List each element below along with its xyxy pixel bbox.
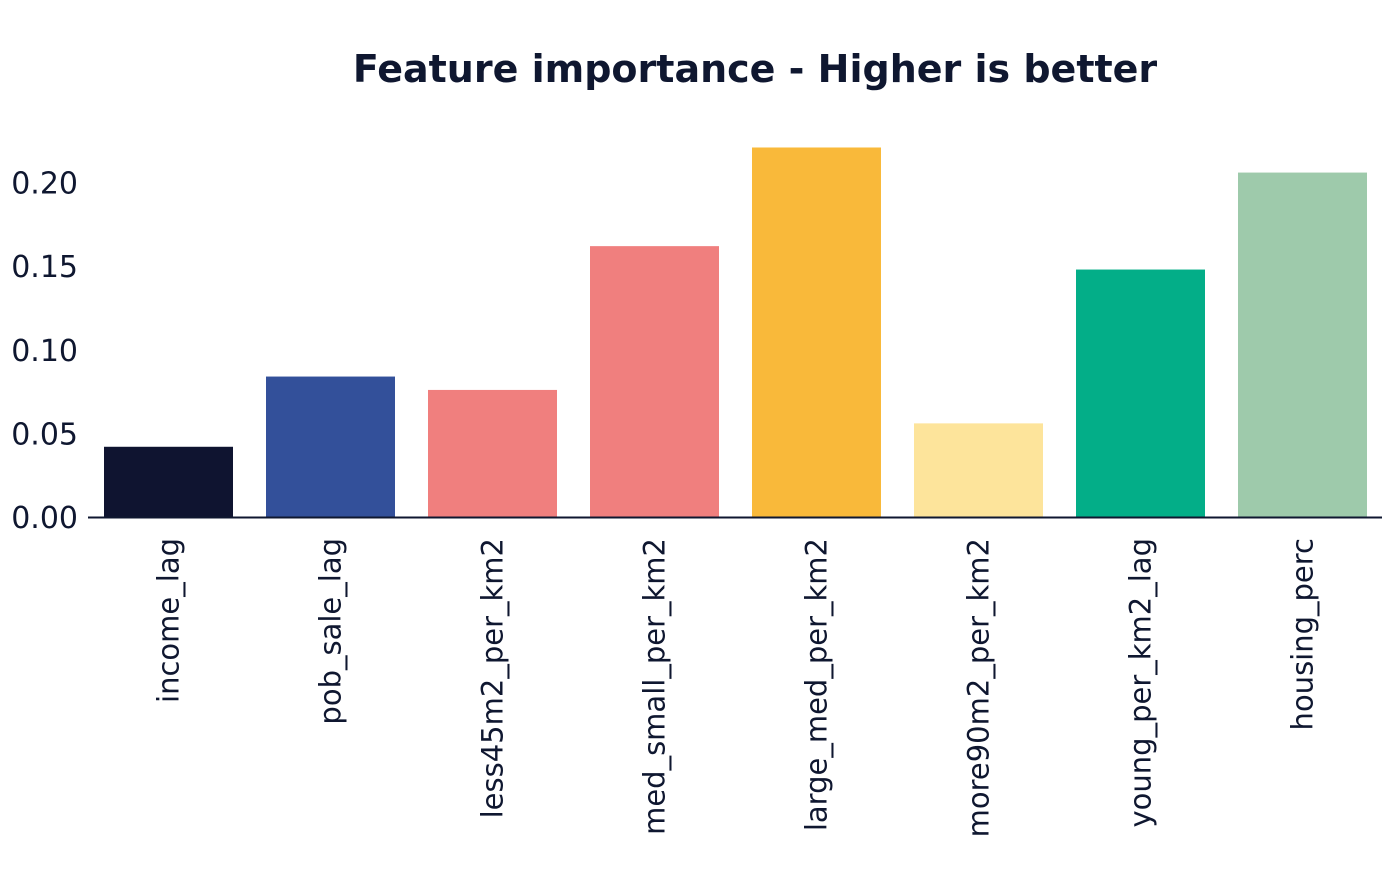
bar-young-per-km2-lag xyxy=(1076,269,1205,517)
x-category-label: med_small_per_km2 xyxy=(638,538,672,835)
y-tick-label: 0.20 xyxy=(11,167,78,202)
x-category-label: more90m2_per_km2 xyxy=(962,538,996,837)
bar-large-med-per-km2 xyxy=(752,147,881,517)
bar-income-lag xyxy=(104,446,233,517)
chart-title: Feature importance - Higher is better xyxy=(353,47,1158,91)
bar-med-small-per-km2 xyxy=(590,246,719,518)
x-category-label: housing_perc xyxy=(1286,538,1320,730)
x-category-label: young_per_km2_lag xyxy=(1124,538,1158,827)
x-category-label: less45m2_per_km2 xyxy=(476,538,510,818)
x-category-label: pob_sale_lag xyxy=(314,538,348,725)
y-tick-label: 0.05 xyxy=(11,417,78,452)
bars xyxy=(104,147,1367,518)
y-tick-label: 0.15 xyxy=(11,250,78,285)
bar-more90m2-per-km2 xyxy=(914,423,1043,517)
y-tick-label: 0.00 xyxy=(11,501,78,536)
x-axis-category-labels: income_lag pob_sale_lag less45m2_per_km2 me… xyxy=(152,538,1320,837)
bar-pob-sale-lag xyxy=(266,376,395,517)
y-tick-label: 0.10 xyxy=(11,334,78,369)
x-category-label: income_lag xyxy=(152,538,186,703)
bar-housing-perc xyxy=(1238,172,1367,517)
x-category-label: large_med_per_km2 xyxy=(800,538,834,831)
bar-less45m2-per-km2 xyxy=(428,389,557,517)
y-axis-ticks: 0.00 0.05 0.10 0.15 0.20 xyxy=(11,167,78,536)
